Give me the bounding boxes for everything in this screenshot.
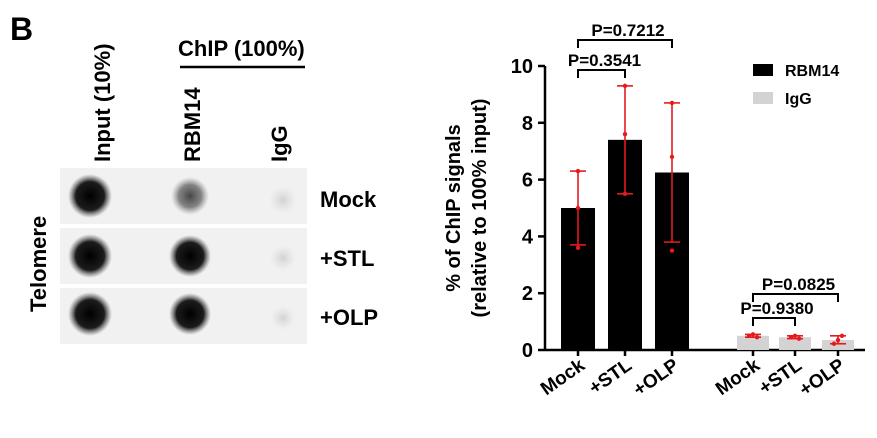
data-point — [831, 341, 837, 346]
blot-group-label: ChIP (100%) — [178, 36, 305, 61]
y-tick-label: 2 — [522, 283, 533, 305]
blot-dot — [169, 293, 211, 335]
data-point — [839, 333, 845, 338]
y-tick-label: 6 — [522, 170, 533, 192]
data-point — [669, 154, 675, 160]
y-tick-label: 10 — [511, 56, 533, 78]
legend: RBM14 IgG — [753, 63, 839, 108]
x-tick-label: +STL — [755, 355, 806, 399]
blot-strip-mock — [60, 168, 307, 224]
x-tick-label: +STL — [585, 355, 636, 399]
y-tick-label: 8 — [522, 113, 533, 135]
data-point — [796, 336, 802, 341]
bar — [822, 340, 854, 350]
blot-side-label: Telomere — [26, 216, 51, 312]
blot-label-input: Input (10%) — [90, 43, 115, 162]
blot-dot — [269, 186, 297, 214]
blot-label-igg: IgG — [267, 125, 292, 162]
blot-dot — [68, 234, 112, 278]
p-value-label: P=0.0825 — [762, 275, 835, 294]
blot-row-label-stl: +STL — [320, 246, 374, 271]
significance-bracket — [577, 69, 626, 78]
data-point — [622, 131, 628, 137]
p-value-label: P=0.3541 — [568, 51, 641, 70]
legend-swatch-igg — [753, 92, 773, 104]
data-point — [575, 168, 581, 174]
panel-label: B — [10, 11, 33, 47]
bar — [779, 337, 811, 350]
significance-bracket — [577, 39, 673, 48]
y-axis-title-line1: % of ChIP signals — [443, 124, 465, 291]
blot-row-label-mock: Mock — [320, 187, 377, 212]
blot-dot — [271, 306, 295, 330]
data-point — [575, 205, 581, 211]
blot-dot — [171, 177, 209, 215]
blot-strip-olp — [60, 288, 307, 344]
data-point — [669, 248, 675, 253]
y-axis-title-line2: (relative to 100% input) — [469, 99, 491, 318]
blot-strip-stl — [60, 228, 307, 284]
data-point — [750, 332, 756, 337]
legend-label-igg: IgG — [785, 91, 812, 108]
x-tick-label: Mock — [712, 355, 764, 400]
data-point — [835, 337, 841, 343]
data-point — [746, 333, 752, 338]
data-point — [622, 83, 628, 89]
p-value-label: P=0.9380 — [740, 299, 813, 318]
significance-bracket — [752, 293, 839, 302]
p-value-label: P=0.7212 — [591, 21, 664, 40]
blot-row-label-olp: +OLP — [320, 305, 378, 330]
x-tick-label: +OLP — [630, 355, 683, 401]
y-tick-label: 4 — [522, 226, 534, 248]
blot-dot — [68, 292, 112, 336]
blot-label-rbm14: RBM14 — [180, 87, 205, 162]
data-point — [575, 245, 581, 250]
y-tick-label: 0 — [522, 340, 533, 362]
data-point — [788, 335, 794, 340]
data-point — [792, 333, 798, 338]
data-point — [669, 100, 675, 106]
x-tick-label: Mock — [537, 355, 589, 400]
data-point — [622, 191, 628, 196]
legend-label-rbm14: RBM14 — [785, 63, 839, 80]
x-tick-label: +OLP — [796, 355, 849, 401]
legend-swatch-rbm14 — [753, 64, 773, 76]
blot-dot — [270, 245, 296, 271]
blot-dot — [68, 174, 112, 218]
significance-bracket — [752, 317, 796, 326]
blot-dot — [169, 235, 211, 277]
data-point — [754, 335, 760, 340]
bar — [737, 335, 769, 350]
